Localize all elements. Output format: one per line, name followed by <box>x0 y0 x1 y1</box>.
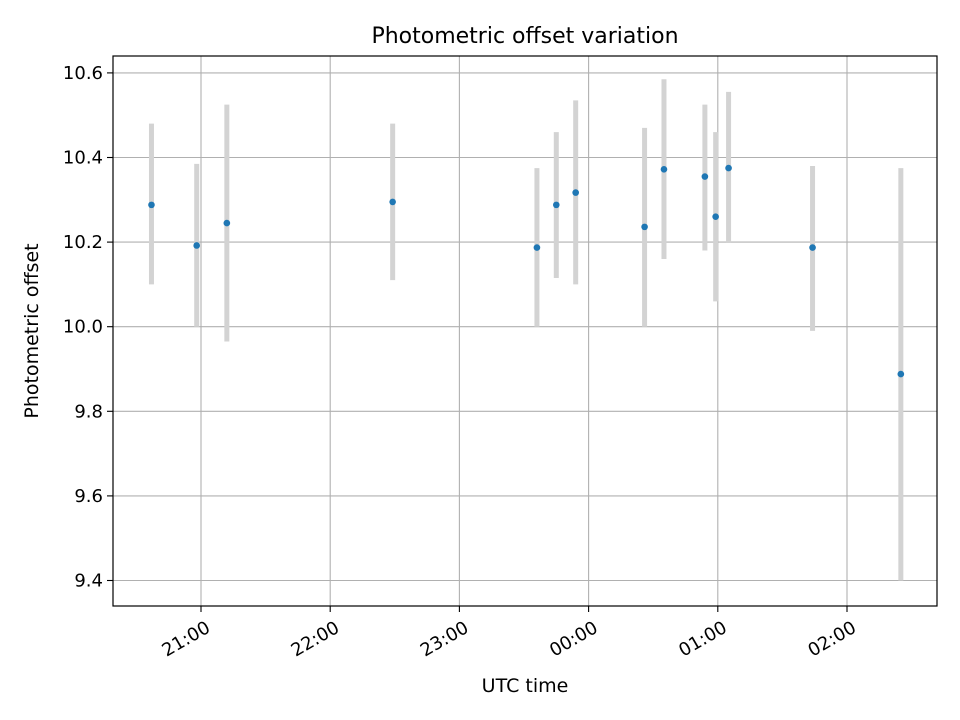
y-tick-label: 10.0 <box>63 317 103 338</box>
data-point <box>389 198 396 206</box>
y-axis-ticks: 9.4 9.6 9.8 10.0 10.2 10.4 10.6 <box>63 63 113 592</box>
data-point <box>701 173 709 180</box>
plot-frame <box>112 55 938 607</box>
y-tick-label: 10.6 <box>63 63 103 84</box>
y-axis-label: Photometric offset <box>21 243 43 418</box>
x-axis-label: UTC time <box>482 675 569 697</box>
data-point <box>712 213 719 221</box>
data-point <box>553 201 560 209</box>
y-tick-label: 10.4 <box>63 148 103 169</box>
y-tick-label: 9.4 <box>74 571 103 592</box>
data-point <box>148 201 155 209</box>
data-point <box>897 370 905 378</box>
data-point <box>223 219 231 227</box>
data-point <box>660 166 668 173</box>
data-point <box>193 242 200 249</box>
data-point <box>533 244 541 251</box>
chart-title: Photometric offset variation <box>371 24 678 49</box>
data-point <box>572 189 579 196</box>
data-point <box>725 164 732 172</box>
data-points <box>148 164 905 378</box>
y-tick-label: 9.6 <box>74 486 103 507</box>
y-tick-label: 10.2 <box>63 232 103 253</box>
data-point <box>809 244 816 251</box>
data-point <box>641 223 648 231</box>
grid <box>113 56 937 606</box>
y-tick-label: 9.8 <box>74 401 103 422</box>
